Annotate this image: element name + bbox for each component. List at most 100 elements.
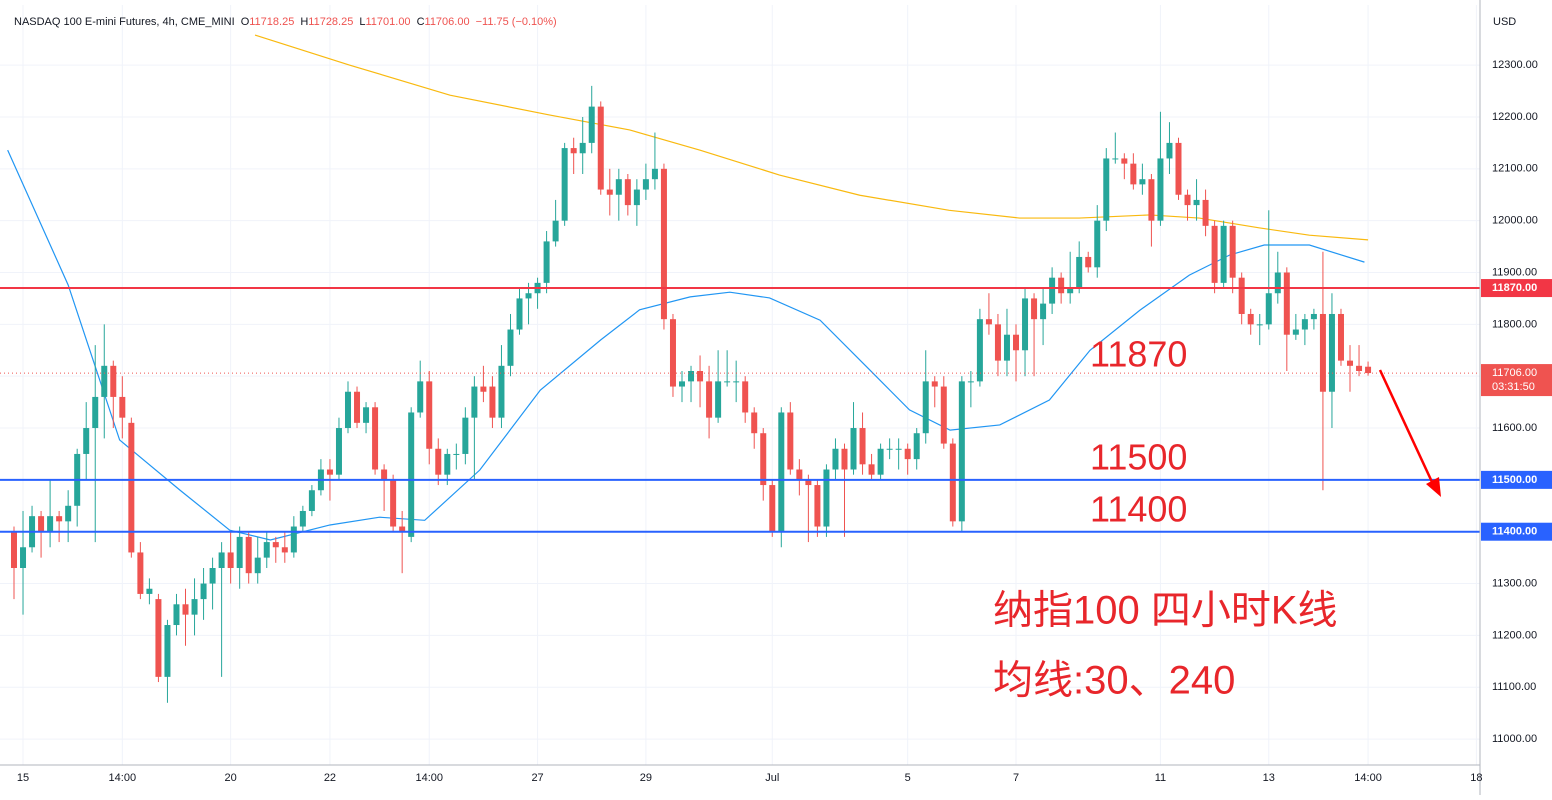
candle-body — [1013, 334, 1020, 351]
candle-body — [1031, 298, 1038, 320]
x-tick-label: 20 — [225, 772, 237, 784]
candle-body — [38, 516, 45, 532]
candle-body — [155, 599, 162, 677]
y-tick-label: 11600.00 — [1492, 422, 1537, 434]
candle-body — [994, 324, 1001, 361]
candle-body — [471, 386, 478, 418]
candle-body — [697, 371, 704, 382]
candle-body — [760, 433, 767, 486]
candle-body — [1256, 324, 1263, 326]
x-tick-label: 29 — [640, 772, 652, 784]
candle-body — [958, 381, 965, 522]
candle-body — [489, 386, 496, 418]
candle-body — [20, 547, 27, 569]
candle-body — [209, 568, 216, 584]
header-part: 11718.25 — [249, 16, 294, 28]
candle-body — [281, 547, 288, 553]
candle-body — [236, 536, 243, 569]
candle-body — [290, 526, 297, 553]
candle-body — [823, 469, 830, 527]
candle-body — [1112, 158, 1119, 160]
candle-body — [363, 407, 370, 423]
price-line-label: 11500.00 — [1492, 474, 1537, 486]
candle-body — [1157, 158, 1164, 221]
candle-body — [516, 298, 523, 330]
candle-body — [1166, 142, 1173, 159]
candle-body — [344, 391, 351, 429]
price-line-label: 11400.00 — [1492, 526, 1537, 538]
candle-body — [254, 557, 261, 574]
candle-body — [119, 396, 126, 418]
header-part: C — [417, 16, 425, 28]
candle-body — [245, 536, 252, 574]
header-part: NASDAQ 100 E-mini Futures, 4h, CME_MINI — [14, 16, 235, 28]
candle-body — [101, 365, 108, 397]
candle-body — [967, 381, 974, 383]
candle-body — [814, 485, 821, 527]
candle-body — [480, 386, 487, 392]
candle-body — [579, 142, 586, 154]
candle-body — [669, 319, 676, 387]
plot-area — [0, 34, 1480, 703]
candle-body — [1220, 225, 1227, 283]
candle-body — [390, 479, 397, 527]
candle-body — [1003, 334, 1010, 361]
candle-body — [949, 443, 956, 522]
candle-body — [751, 412, 758, 434]
header-part: L — [359, 16, 365, 28]
candle-body — [1211, 225, 1218, 283]
candle-body — [1067, 288, 1074, 294]
candle-body — [227, 552, 234, 569]
candle-body — [606, 189, 613, 195]
y-tick-label: 11800.00 — [1492, 318, 1537, 330]
candle-body — [769, 485, 776, 532]
candle-body — [453, 453, 460, 455]
candle-body — [1076, 256, 1083, 289]
candle-body — [1247, 313, 1254, 325]
x-tick-label: 15 — [17, 772, 29, 784]
candle-body — [1193, 199, 1200, 206]
annotation: 纳指100 四小时K线 — [993, 589, 1338, 633]
header-part: 11706.00 — [425, 16, 470, 28]
candle-body — [444, 453, 451, 475]
candle-body — [1274, 272, 1281, 294]
candle-body — [1058, 277, 1065, 294]
candle-body — [651, 168, 658, 180]
candle-body — [83, 428, 90, 454]
y-tick-label: 12300.00 — [1492, 59, 1538, 71]
candle-body — [1139, 179, 1146, 185]
candle-body — [1130, 163, 1137, 185]
candle-body — [1265, 293, 1272, 325]
candle-body — [200, 583, 207, 600]
last-price-tag — [1481, 364, 1552, 397]
candle-body — [426, 381, 433, 449]
candle-body — [805, 479, 812, 486]
candle-body — [1094, 220, 1101, 268]
candle-body — [660, 168, 667, 320]
candle-body — [796, 469, 803, 480]
x-tick-label: 14:00 — [1354, 772, 1382, 784]
y-tick-label: 12100.00 — [1492, 163, 1538, 175]
candle-body — [588, 106, 595, 143]
candle-body — [335, 428, 342, 475]
x-tick-label: 5 — [905, 772, 911, 784]
candle-body — [146, 588, 153, 594]
candle-body — [778, 412, 785, 532]
candle-body — [543, 241, 550, 283]
candle-body — [525, 293, 532, 299]
candle-body — [299, 510, 306, 527]
candle-body — [787, 412, 794, 470]
candle-body — [10, 531, 17, 569]
candle-body — [1175, 142, 1182, 195]
candle-body — [308, 490, 315, 511]
candle-body — [507, 329, 514, 366]
candle-body — [1202, 199, 1209, 226]
candle-body — [399, 526, 406, 532]
price-line-tag — [1481, 470, 1552, 489]
candle-body — [1184, 194, 1191, 206]
arrow-shaft — [1378, 369, 1434, 483]
candle-body — [1229, 225, 1236, 278]
candle-body — [272, 542, 279, 548]
